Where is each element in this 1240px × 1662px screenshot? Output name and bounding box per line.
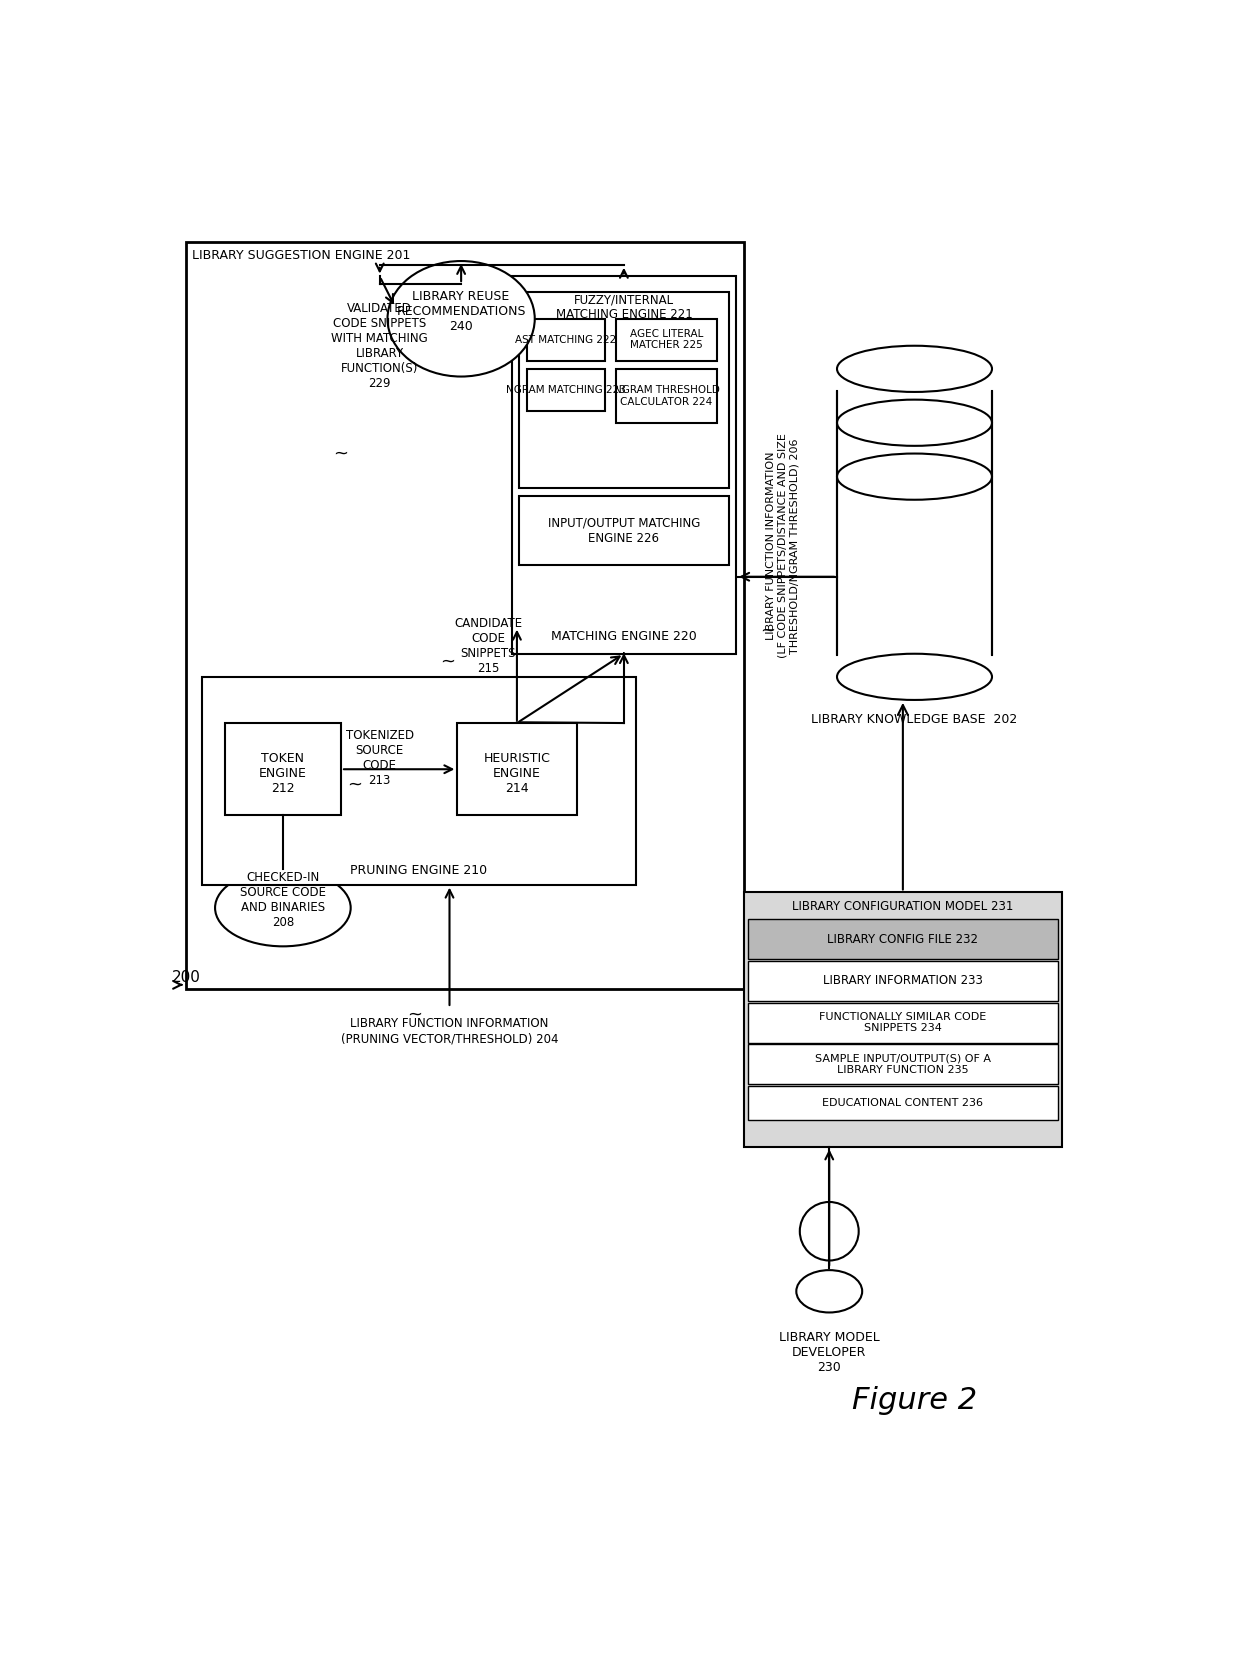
- Text: CANDIDATE
CODE
SNIPPETS
215: CANDIDATE CODE SNIPPETS 215: [454, 617, 522, 675]
- Bar: [744, 892, 1061, 1147]
- Bar: [511, 276, 737, 653]
- Text: ~: ~: [760, 622, 775, 640]
- Text: ~: ~: [407, 1006, 422, 1024]
- Bar: [520, 495, 729, 565]
- Text: NGRAM MATCHING 223: NGRAM MATCHING 223: [506, 384, 626, 394]
- Text: Figure 2: Figure 2: [852, 1386, 977, 1414]
- Ellipse shape: [837, 399, 992, 445]
- Ellipse shape: [837, 346, 992, 392]
- Bar: [837, 391, 992, 655]
- Text: AST MATCHING 222: AST MATCHING 222: [515, 334, 616, 344]
- Text: LIBRARY SUGGESTION ENGINE 201: LIBRARY SUGGESTION ENGINE 201: [192, 249, 410, 263]
- Text: TOKENIZED
SOURCE
CODE
213: TOKENIZED SOURCE CODE 213: [346, 728, 414, 786]
- Text: LIBRARY CONFIGURATION MODEL 231: LIBRARY CONFIGURATION MODEL 231: [792, 899, 1013, 912]
- Ellipse shape: [215, 869, 351, 946]
- Ellipse shape: [837, 653, 992, 700]
- Text: INPUT/OUTPUT MATCHING
ENGINE 226: INPUT/OUTPUT MATCHING ENGINE 226: [548, 517, 701, 545]
- Text: FUZZY/INTERNAL
MATCHING ENGINE 221: FUZZY/INTERNAL MATCHING ENGINE 221: [556, 293, 692, 321]
- Bar: [748, 919, 1058, 959]
- Text: ~: ~: [440, 653, 455, 670]
- Text: NGRAM THRESHOLD
CALCULATOR 224: NGRAM THRESHOLD CALCULATOR 224: [614, 386, 719, 407]
- Text: AGEC LITERAL
MATCHER 225: AGEC LITERAL MATCHER 225: [630, 329, 703, 351]
- Text: HEURISTIC
ENGINE
214: HEURISTIC ENGINE 214: [484, 751, 551, 794]
- Text: MATCHING ENGINE 220: MATCHING ENGINE 220: [551, 630, 697, 643]
- Bar: [748, 1002, 1058, 1042]
- Bar: [458, 723, 578, 816]
- Ellipse shape: [796, 1270, 862, 1313]
- Ellipse shape: [800, 1202, 858, 1260]
- Bar: [616, 369, 717, 422]
- Text: LIBRARY KNOWLEDGE BASE  202: LIBRARY KNOWLEDGE BASE 202: [811, 713, 1018, 726]
- Text: SAMPLE INPUT/OUTPUT(S) OF A
LIBRARY FUNCTION 235: SAMPLE INPUT/OUTPUT(S) OF A LIBRARY FUNC…: [815, 1054, 991, 1075]
- Text: ~: ~: [347, 776, 362, 794]
- Bar: [527, 369, 605, 411]
- Text: EDUCATIONAL CONTENT 236: EDUCATIONAL CONTENT 236: [822, 1097, 983, 1107]
- Bar: [616, 319, 717, 361]
- Bar: [520, 293, 729, 489]
- Text: PRUNING ENGINE 210: PRUNING ENGINE 210: [350, 864, 487, 878]
- Ellipse shape: [837, 454, 992, 500]
- Bar: [748, 1044, 1058, 1084]
- Bar: [527, 319, 605, 361]
- Text: LIBRARY INFORMATION 233: LIBRARY INFORMATION 233: [823, 974, 983, 987]
- Bar: [748, 1085, 1058, 1120]
- Text: LIBRARY FUNCTION INFORMATION
(LF CODE SNIPPETS/DISTANCE AND SIZE
THRESHOLD/NGRAM: LIBRARY FUNCTION INFORMATION (LF CODE SN…: [766, 434, 800, 658]
- Bar: [186, 241, 744, 989]
- Text: CHECKED-IN
SOURCE CODE
AND BINARIES
208: CHECKED-IN SOURCE CODE AND BINARIES 208: [239, 871, 326, 929]
- Bar: [201, 676, 635, 884]
- Text: FUNCTIONALLY SIMILAR CODE
SNIPPETS 234: FUNCTIONALLY SIMILAR CODE SNIPPETS 234: [820, 1012, 987, 1034]
- Text: LIBRARY FUNCTION INFORMATION
(PRUNING VECTOR/THRESHOLD) 204: LIBRARY FUNCTION INFORMATION (PRUNING VE…: [341, 1017, 558, 1045]
- Text: TOKEN
ENGINE
212: TOKEN ENGINE 212: [259, 751, 306, 794]
- Text: ~: ~: [334, 444, 348, 462]
- Text: VALIDATED
CODE SNIPPETS
WITH MATCHING
LIBRARY
FUNCTION(S)
229: VALIDATED CODE SNIPPETS WITH MATCHING LI…: [331, 302, 428, 391]
- Text: 200: 200: [172, 969, 201, 984]
- Text: LIBRARY REUSE
RECOMMENDATIONS
240: LIBRARY REUSE RECOMMENDATIONS 240: [397, 289, 526, 332]
- Bar: [224, 723, 341, 816]
- Bar: [748, 961, 1058, 1001]
- Text: LIBRARY MODEL
DEVELOPER
230: LIBRARY MODEL DEVELOPER 230: [779, 1331, 879, 1374]
- Text: LIBRARY CONFIG FILE 232: LIBRARY CONFIG FILE 232: [827, 932, 978, 946]
- Ellipse shape: [387, 261, 534, 377]
